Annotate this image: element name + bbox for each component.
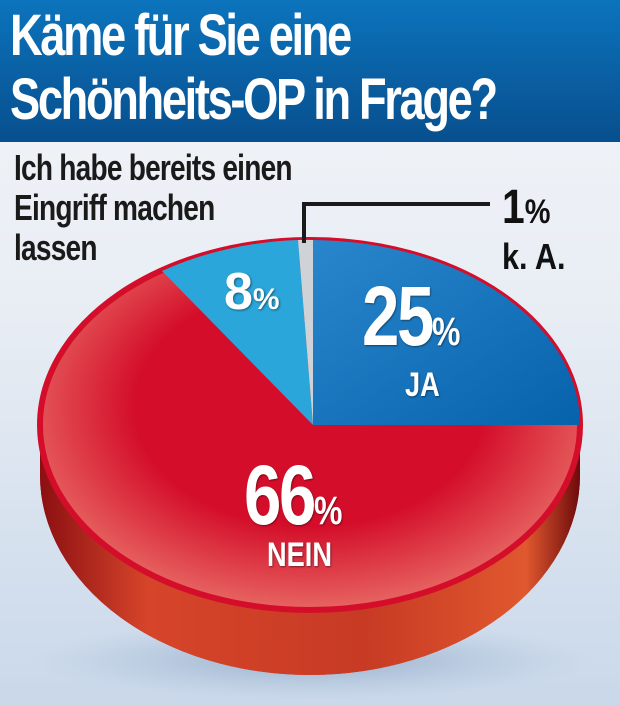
label-nein: NEIN bbox=[267, 536, 332, 574]
chart-title-line1: Käme für Sie eine bbox=[10, 3, 352, 68]
label-ka: k. A. bbox=[502, 236, 566, 277]
annotation-line3: lassen bbox=[14, 227, 98, 268]
title-bar: Käme für Sie eine Schönheits-OP in Frage… bbox=[0, 0, 620, 142]
chart-title-line2: Schönheits-OP in Frage? bbox=[10, 67, 498, 132]
annotation-line2: Eingriff machen bbox=[14, 187, 215, 228]
annotation-line1: Ich habe bereits einen bbox=[14, 147, 293, 188]
slice-bereits bbox=[162, 240, 313, 425]
slice-ja bbox=[313, 240, 580, 425]
leader-line bbox=[302, 202, 490, 243]
label-nein-value: 66% bbox=[244, 448, 342, 542]
label-ja-value: 25% bbox=[362, 269, 460, 363]
label-bereits: 8% bbox=[224, 263, 280, 321]
slice-ka bbox=[298, 239, 313, 425]
label-ka-value: 1% bbox=[502, 181, 551, 234]
annotation-bereits: Ich habe bereits einen Eingriff machen l… bbox=[14, 147, 293, 268]
label-ja: JA bbox=[405, 366, 440, 404]
